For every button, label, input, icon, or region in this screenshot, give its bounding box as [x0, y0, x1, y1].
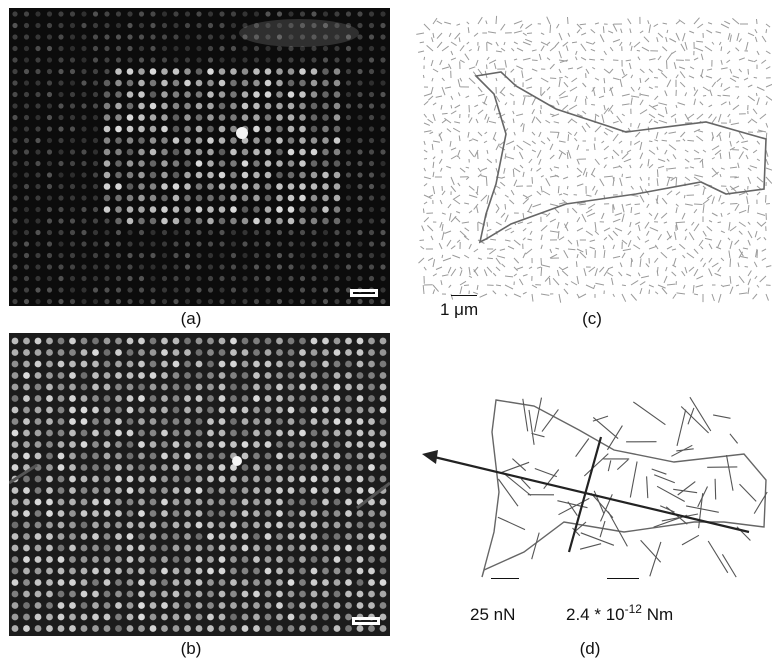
scale-bar-c	[451, 295, 477, 296]
panel-d-force-vectors	[414, 392, 772, 592]
moment-unit: Nm	[646, 605, 674, 624]
scale-bar-force	[491, 578, 519, 579]
scale-bar-moment	[607, 578, 639, 579]
micrograph-b	[9, 337, 390, 632]
scale-label-c: 1 μm	[440, 300, 479, 319]
panel-label-a: (a)	[180, 309, 202, 328]
panel-label-b: (b)	[180, 639, 202, 658]
moment-exponent: -12	[624, 602, 642, 616]
panel-c-vector-field	[416, 14, 772, 304]
panel-label-d: (d)	[579, 639, 601, 658]
scale-bar-icon	[350, 289, 378, 297]
panel-a-micrograph	[9, 8, 390, 306]
panel-label-c: (c)	[582, 309, 602, 328]
scale-label-moment: 2.4 * 10-12 Nm	[566, 602, 674, 626]
moment-base: 2.4 * 10	[566, 605, 625, 624]
panel-b-micrograph	[9, 333, 390, 636]
vector-field-c	[416, 15, 772, 303]
micrograph-a	[12, 11, 386, 305]
scale-label-force: 25 nN	[470, 605, 516, 624]
force-vectors-d	[422, 396, 768, 578]
scale-bar-icon	[352, 617, 380, 625]
